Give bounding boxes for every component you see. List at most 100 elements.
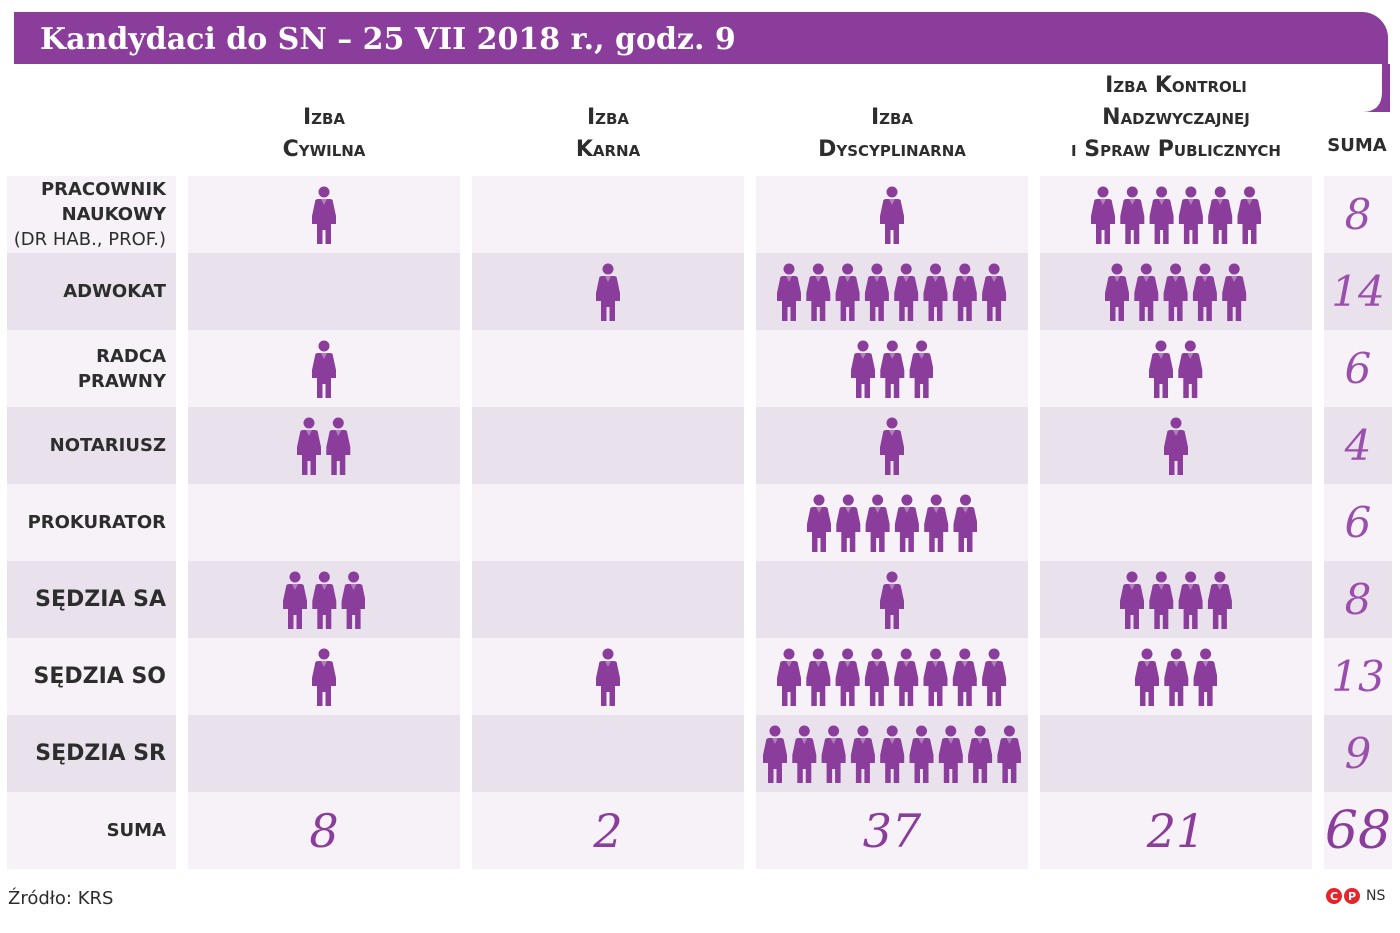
icon-cell [762, 725, 1022, 788]
person-icon [1120, 186, 1145, 244]
data-cell [1040, 176, 1312, 253]
credit-logo: C P NS [1326, 888, 1385, 904]
row-label-suma: SUMA [7, 792, 166, 869]
icon-cell [297, 417, 351, 480]
person-icon [923, 494, 948, 552]
row-label-text: SUMA [106, 820, 166, 841]
person-icon [821, 725, 846, 783]
credit-p-icon: P [1344, 888, 1360, 904]
person-icons-group [297, 417, 351, 475]
person-icon [792, 725, 817, 783]
row-label-text: SĘDZIA SO [33, 664, 166, 689]
person-icon [953, 648, 978, 706]
row-label-text: PROKURATOR [27, 512, 166, 533]
person-icon [1090, 186, 1115, 244]
icon-cell [1105, 263, 1247, 326]
person-icon [1163, 648, 1188, 706]
icon-cell [850, 340, 934, 403]
person-icon [997, 725, 1022, 783]
icon-cell [1120, 571, 1232, 634]
suma-cell [1324, 638, 1392, 715]
person-icon [806, 648, 831, 706]
person-icon [865, 263, 890, 321]
icon-cell [596, 648, 620, 711]
person-icon [894, 494, 919, 552]
person-icon [312, 648, 336, 706]
person-icon [1149, 340, 1174, 398]
icon-cell [880, 186, 904, 249]
person-icons-group [1134, 648, 1218, 706]
person-icon [1207, 186, 1232, 244]
row-label-cell [7, 715, 176, 792]
person-icon [953, 494, 978, 552]
row-total: 6 [1344, 498, 1372, 547]
person-icon [1163, 263, 1188, 321]
row-label: SĘDZIA SR [7, 715, 166, 792]
row-total: 6 [1344, 344, 1372, 393]
suma-cell [1324, 253, 1392, 330]
row-total: 13 [1331, 652, 1385, 701]
row-label-cell [7, 561, 176, 638]
row-label-cell [7, 330, 176, 407]
person-icon [1222, 263, 1247, 321]
row-label-text: PRAWNY [77, 370, 166, 392]
data-cell [756, 792, 1028, 869]
icon-cell [1164, 417, 1188, 480]
row-label-cell-suma [7, 792, 176, 869]
data-cell [188, 715, 460, 792]
person-icon [1193, 648, 1218, 706]
icon-cell [312, 186, 336, 249]
row-label-cell [7, 253, 176, 330]
person-icons-group [880, 417, 904, 475]
row-total: 4 [1344, 421, 1372, 470]
icon-cell [282, 571, 366, 634]
person-icons-group [312, 648, 336, 706]
person-icon [806, 494, 831, 552]
person-icon [311, 571, 336, 629]
person-icon [1178, 571, 1203, 629]
person-icon [1207, 571, 1232, 629]
data-cell [756, 253, 1028, 330]
icon-cell [806, 494, 978, 557]
row-label: RADCA PRAWNY [7, 330, 166, 407]
row-total: 8 [1344, 575, 1372, 624]
person-icon [850, 725, 875, 783]
person-icon [806, 263, 831, 321]
person-icons-group [880, 186, 904, 244]
credit-author: NS [1366, 888, 1386, 904]
row-label-text: SĘDZIA SR [35, 741, 166, 766]
person-icon [1237, 186, 1262, 244]
suma-cell [1324, 407, 1392, 484]
person-icons-group [777, 263, 1007, 321]
person-icon [879, 340, 904, 398]
data-cell [188, 407, 460, 484]
person-icon [777, 648, 802, 706]
row-label: PRACOWNIK NAUKOWY (DR HAB., PROF.) [7, 176, 166, 253]
person-icon [1178, 186, 1203, 244]
column-header-izba-kontroli: Izba Kontroli Nadzwyczajnej i Spraw Public… [1071, 73, 1281, 162]
suma-cell [1324, 176, 1392, 253]
title-banner: Kandydaci do SN – 25 VII 2018 r., godz. … [14, 12, 1388, 64]
data-cell [188, 484, 460, 561]
person-icons-group [282, 571, 366, 629]
row-label-text: SĘDZIA SA [35, 587, 166, 612]
person-icon [880, 186, 904, 244]
column-header-izba-karna: Izba Karna [575, 105, 641, 162]
person-icon [894, 263, 919, 321]
person-icons-group [762, 725, 1022, 783]
person-icons-group [1120, 571, 1232, 629]
icon-cell [312, 340, 336, 403]
person-icon [1149, 186, 1174, 244]
row-total: 9 [1344, 729, 1372, 778]
data-cell [472, 484, 744, 561]
suma-cell [1324, 484, 1392, 561]
person-icon [953, 263, 978, 321]
chart-title: Kandydaci do SN – 25 VII 2018 r., godz. … [40, 22, 736, 57]
row-label-text: NOTARIUSZ [49, 435, 166, 456]
row-label-cell [7, 638, 176, 715]
row-label: ADWOKAT [7, 253, 166, 330]
person-icon [865, 494, 890, 552]
person-icon [341, 571, 366, 629]
person-icon [967, 725, 992, 783]
person-icons-group [777, 648, 1007, 706]
